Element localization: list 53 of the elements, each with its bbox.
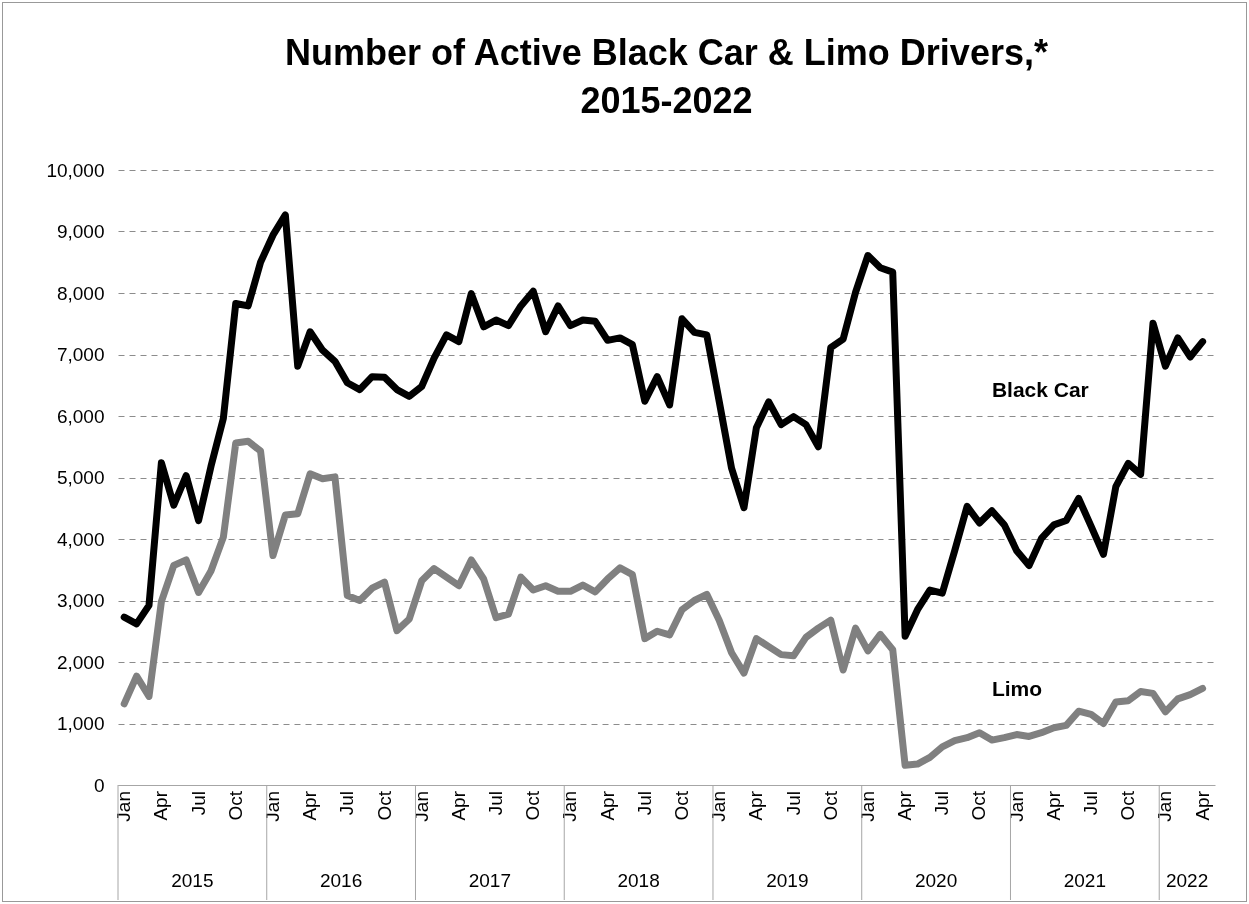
text: 2022 — [1165, 870, 1209, 891]
chart-title: Number of Active Black Car & Limo Drivers,* — [285, 32, 1048, 73]
x-tick-label: Apr — [150, 790, 172, 821]
text: 2016 — [319, 870, 363, 891]
text: Black Car — [991, 377, 1089, 401]
x-tick-label: Apr — [299, 790, 321, 821]
x-tick-label: Jan — [856, 791, 878, 822]
text: 2019 — [766, 870, 809, 891]
x-tick-label: Jan — [1005, 791, 1027, 822]
x-tick-label: Apr — [1191, 790, 1213, 821]
y-tick-label: 0 — [93, 774, 105, 796]
x-tick-label: Jul — [1080, 791, 1102, 816]
x-tick-label: Jul — [336, 791, 358, 816]
x-tick-label: Jul — [782, 791, 804, 816]
text: 2020 — [914, 870, 958, 891]
y-tick-label: 10,000 — [46, 159, 105, 181]
x-tick-label: Oct — [373, 790, 395, 821]
x-tick-label: Jan — [410, 791, 432, 822]
y-tick-label: 8,000 — [56, 282, 105, 304]
x-tick-label: Apr — [745, 790, 767, 821]
x-tick-label: Jan — [261, 791, 283, 822]
y-tick-label: 1,000 — [56, 713, 105, 734]
x-tick-label: Jan — [1154, 791, 1176, 822]
text: 2015 — [171, 870, 214, 891]
y-tick-label: 7,000 — [56, 344, 105, 365]
x-tick-label: Apr — [596, 790, 618, 821]
x-tick-label: Oct — [1117, 790, 1139, 821]
x-tick-label: Oct — [522, 790, 544, 821]
chart-subtitle: 2015-2022 — [580, 80, 753, 121]
text: 2018 — [617, 870, 660, 891]
y-tick-label: 4,000 — [56, 528, 105, 550]
y-tick-label: 2,000 — [56, 651, 105, 673]
x-tick-label: Apr — [894, 790, 916, 821]
x-tick-label: Oct — [670, 790, 692, 821]
x-tick-label: Oct — [224, 790, 246, 821]
x-tick-label: Jul — [187, 791, 209, 816]
y-tick-label: 9,000 — [56, 221, 105, 242]
y-tick-label: 5,000 — [56, 467, 105, 488]
x-tick-label: Jan — [559, 791, 581, 822]
x-tick-label: Jul — [931, 791, 953, 816]
x-tick-label: Apr — [1042, 790, 1064, 821]
x-tick-label: Oct — [819, 790, 841, 821]
x-tick-label: Jul — [485, 791, 507, 816]
text: 2021 — [1063, 870, 1106, 891]
x-tick-label: Oct — [968, 790, 990, 821]
text: 2017 — [468, 870, 512, 891]
x-tick-label: Jul — [633, 791, 655, 816]
x-tick-label: Jan — [113, 791, 135, 822]
y-tick-label: 3,000 — [56, 590, 105, 611]
series-label: Limo — [991, 677, 1043, 701]
x-tick-label: Apr — [447, 790, 469, 821]
y-tick-label: 6,000 — [56, 405, 105, 427]
x-tick-label: Jan — [708, 791, 730, 822]
